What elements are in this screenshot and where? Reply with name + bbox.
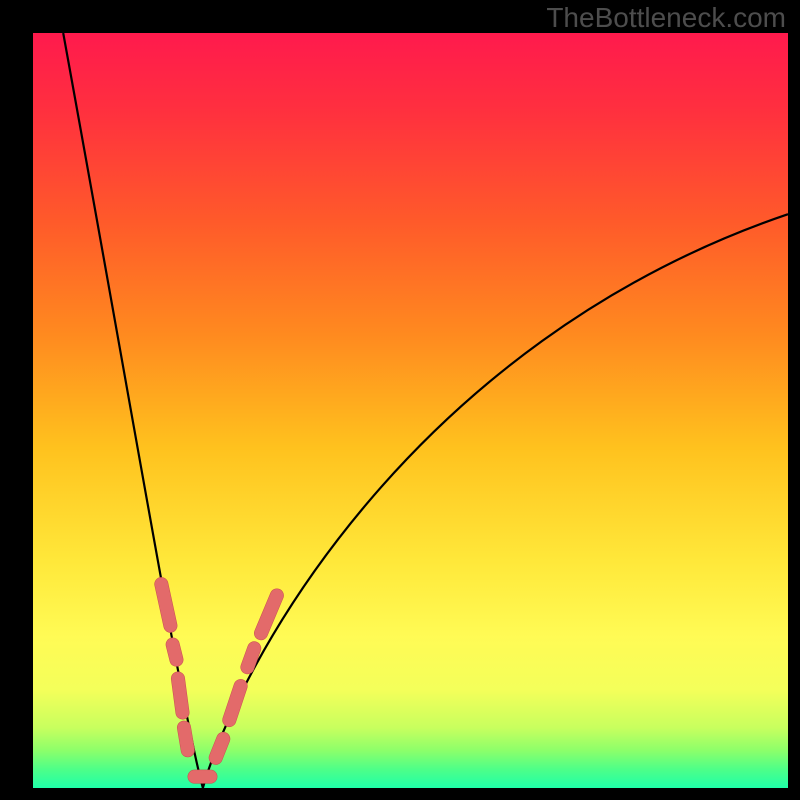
marker-capsule [161, 584, 170, 626]
marker-capsule [261, 595, 277, 633]
marker-layer [33, 33, 788, 788]
marker-capsule [178, 679, 183, 713]
watermark-text: TheBottleneck.com [546, 2, 786, 34]
marker-capsule [247, 648, 254, 667]
marker-capsule [229, 686, 240, 720]
marker-capsule [216, 739, 224, 758]
marker-capsule [173, 645, 177, 660]
marker-capsule [184, 728, 188, 751]
plot-area [33, 33, 788, 788]
chart-frame: TheBottleneck.com [0, 0, 800, 800]
